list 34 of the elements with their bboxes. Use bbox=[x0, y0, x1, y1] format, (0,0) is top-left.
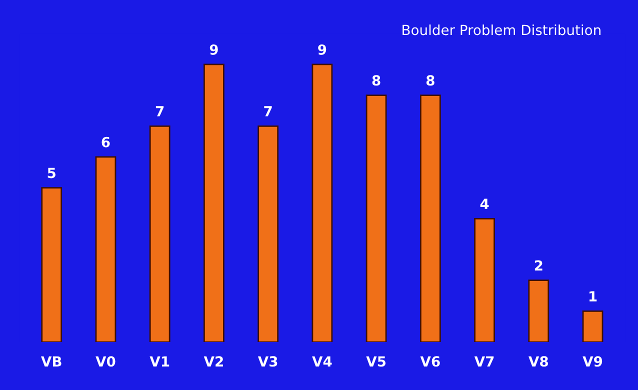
x-tick-label: VB bbox=[41, 356, 62, 366]
data-label: 8 bbox=[372, 75, 380, 86]
data-label: 9 bbox=[318, 44, 326, 55]
data-label: 5 bbox=[48, 168, 56, 178]
x-tick-label: V9 bbox=[582, 356, 602, 367]
bar bbox=[528, 280, 550, 342]
bar bbox=[204, 64, 224, 342]
data-label: 7 bbox=[264, 106, 272, 116]
bar bbox=[366, 94, 387, 342]
bar bbox=[149, 125, 170, 342]
data-label: 1 bbox=[590, 291, 597, 302]
data-label: 4 bbox=[480, 198, 489, 209]
bar bbox=[95, 156, 116, 342]
x-tick-label: V6 bbox=[420, 356, 440, 367]
data-label: 8 bbox=[426, 75, 434, 86]
x-tick-label: V4 bbox=[312, 356, 332, 366]
data-label: 9 bbox=[210, 44, 218, 55]
bar bbox=[258, 125, 279, 342]
bar bbox=[420, 94, 441, 342]
data-label: 7 bbox=[156, 106, 164, 116]
bar bbox=[312, 64, 333, 342]
data-label: 6 bbox=[102, 136, 110, 148]
x-tick-label: V0 bbox=[96, 356, 116, 367]
x-tick-label: V8 bbox=[528, 356, 548, 367]
x-tick-label: V3 bbox=[258, 356, 278, 367]
x-tick-label: V7 bbox=[474, 356, 494, 366]
x-tick-label: V1 bbox=[150, 356, 170, 366]
bar bbox=[474, 218, 495, 342]
x-tick-label: V2 bbox=[204, 356, 223, 366]
bar bbox=[41, 187, 62, 342]
bar bbox=[582, 310, 604, 342]
x-tick-label: V5 bbox=[366, 356, 386, 367]
data-label: 2 bbox=[534, 260, 542, 271]
chart-title: Boulder Problem Distribution bbox=[402, 24, 600, 36]
